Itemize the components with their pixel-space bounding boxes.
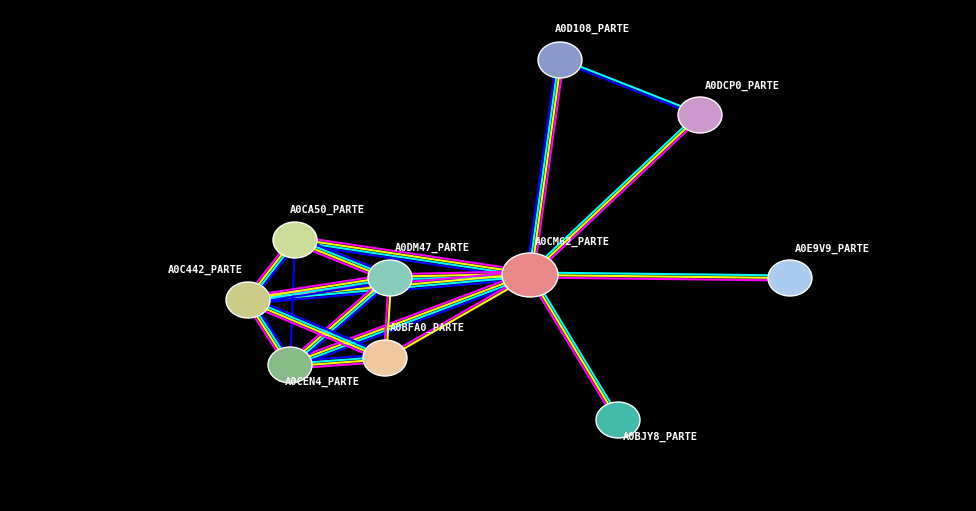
Text: A0CA50_PARTE: A0CA50_PARTE xyxy=(290,205,365,215)
Text: A0D108_PARTE: A0D108_PARTE xyxy=(555,24,630,34)
Ellipse shape xyxy=(538,42,582,78)
Ellipse shape xyxy=(273,222,317,258)
Ellipse shape xyxy=(368,260,412,296)
Ellipse shape xyxy=(596,402,640,438)
Ellipse shape xyxy=(363,340,407,376)
Ellipse shape xyxy=(226,282,270,318)
Text: A0DM47_PARTE: A0DM47_PARTE xyxy=(395,243,470,253)
Text: A0E9V9_PARTE: A0E9V9_PARTE xyxy=(795,244,870,254)
Text: A0DCP0_PARTE: A0DCP0_PARTE xyxy=(705,81,780,91)
Ellipse shape xyxy=(268,347,312,383)
Ellipse shape xyxy=(678,97,722,133)
Text: A0BJY8_PARTE: A0BJY8_PARTE xyxy=(623,432,698,442)
Ellipse shape xyxy=(768,260,812,296)
Text: A0CEN4_PARTE: A0CEN4_PARTE xyxy=(285,377,360,387)
Text: A0C442_PARTE: A0C442_PARTE xyxy=(168,265,243,275)
Ellipse shape xyxy=(502,253,558,297)
Text: A0BFA0_PARTE: A0BFA0_PARTE xyxy=(390,323,465,333)
Text: A0CM62_PARTE: A0CM62_PARTE xyxy=(535,237,610,247)
